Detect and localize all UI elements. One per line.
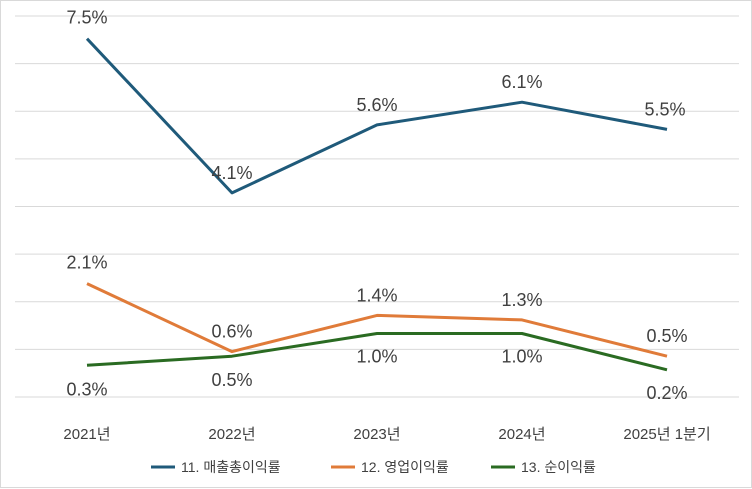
data-label: 0.5%: [646, 326, 687, 346]
legend-label: 11. 매출총이익률: [181, 459, 281, 475]
series-line-2: [86, 282, 668, 358]
data-label: 0.2%: [646, 383, 687, 403]
data-label: 7.5%: [66, 8, 107, 28]
x-tick-label: 2022년: [208, 426, 255, 443]
legend-label: 13. 순이익률: [521, 459, 596, 475]
x-tick-label: 2021년: [63, 426, 110, 443]
data-label: 2.1%: [66, 253, 107, 273]
data-label: 1.0%: [356, 347, 397, 367]
data-label: 0.3%: [66, 379, 107, 399]
data-label: 1.4%: [356, 285, 397, 305]
x-tick-label: 2024년: [498, 426, 545, 443]
legend-label: 12. 영업이익률: [361, 459, 449, 475]
data-label: 5.5%: [644, 99, 685, 119]
series-line-1: [85, 37, 668, 195]
series-line-3: [86, 332, 668, 372]
data-label: 1.3%: [501, 290, 542, 310]
data-label: 0.5%: [211, 370, 252, 390]
data-label: 6.1%: [501, 72, 542, 92]
x-tick-label: 2025년 1분기: [623, 426, 710, 443]
data-label: 4.1%: [211, 163, 252, 183]
data-label: 1.0%: [501, 347, 542, 367]
data-label: 0.6%: [211, 322, 252, 342]
data-label: 5.6%: [356, 95, 397, 115]
x-tick-label: 2023년: [353, 426, 400, 443]
